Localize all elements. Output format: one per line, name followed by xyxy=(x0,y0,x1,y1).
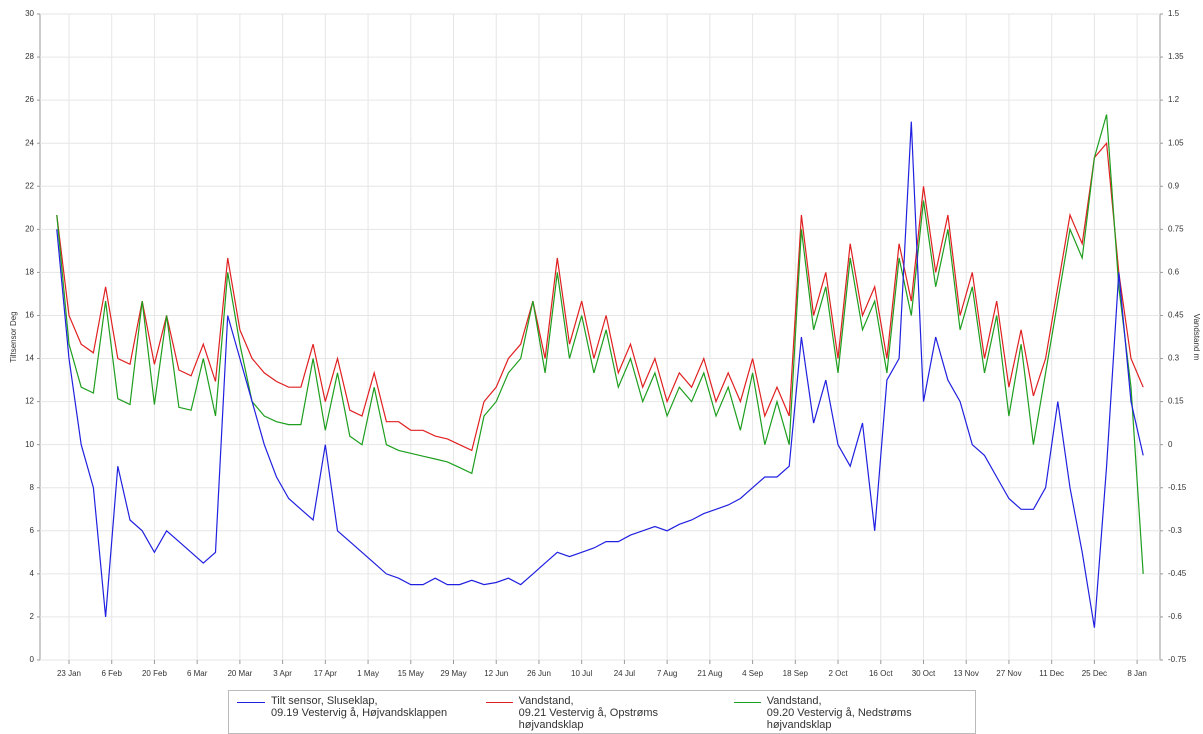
y2-tick-label: -0.3 xyxy=(1168,526,1182,535)
x-tick-label: 2 Oct xyxy=(828,669,848,678)
y-tick-label: 16 xyxy=(25,311,34,320)
legend: Tilt sensor, Sluseklap, 09.19 Vestervig … xyxy=(228,690,976,734)
y-tick-label: 20 xyxy=(25,224,34,233)
y-tick-label: 6 xyxy=(30,526,35,535)
y-tick-label: 28 xyxy=(25,52,34,61)
x-tick-label: 27 Nov xyxy=(996,669,1021,678)
x-tick-label: 6 Mar xyxy=(187,669,208,678)
y2-tick-label: 0.15 xyxy=(1168,397,1184,406)
x-tick-label: 8 Jan xyxy=(1127,669,1147,678)
y2-tick-label: -0.15 xyxy=(1168,483,1187,492)
x-tick-label: 29 May xyxy=(440,669,466,678)
legend-swatch xyxy=(734,702,761,703)
y-tick-label: 14 xyxy=(25,354,34,363)
y2-tick-label: 1.5 xyxy=(1168,9,1180,18)
legend-entry: Vandstand, 09.20 Vestervig å, Nedstrøms … xyxy=(726,691,975,733)
legend-entry: Tilt sensor, Sluseklap, 09.19 Vestervig … xyxy=(229,691,478,733)
legend-swatch xyxy=(237,702,265,703)
x-tick-label: 16 Oct xyxy=(869,669,893,678)
y-tick-label: 2 xyxy=(30,612,35,621)
y-tick-label: 4 xyxy=(30,569,35,578)
legend-swatch xyxy=(485,702,513,703)
y-tick-label: 12 xyxy=(25,397,34,406)
x-tick-label: 24 Jul xyxy=(614,669,636,678)
y-tick-label: 24 xyxy=(25,138,34,147)
y-tick-label: 30 xyxy=(25,9,34,18)
x-tick-label: 6 Feb xyxy=(101,669,122,678)
y2-tick-label: -0.75 xyxy=(1168,655,1187,664)
series-line xyxy=(56,114,1144,574)
x-tick-label: 7 Aug xyxy=(657,669,677,678)
x-tick-label: 23 Jan xyxy=(57,669,81,678)
x-tick-label: 13 Nov xyxy=(954,669,979,678)
x-tick-label: 10 Jul xyxy=(571,669,593,678)
y-tick-label: 18 xyxy=(25,268,34,277)
legend-label: Tilt sensor, Sluseklap, 09.19 Vestervig … xyxy=(271,695,448,719)
x-tick-label: 1 May xyxy=(357,669,379,678)
x-tick-label: 3 Apr xyxy=(273,669,292,678)
series-line xyxy=(56,141,1144,452)
y2-tick-label: -0.6 xyxy=(1168,612,1182,621)
x-tick-label: 15 May xyxy=(398,669,424,678)
y-tick-label: 22 xyxy=(25,181,34,190)
y2-tick-label: 1.2 xyxy=(1168,95,1180,104)
x-tick-label: 18 Sep xyxy=(783,669,809,678)
y2-tick-label: 0.6 xyxy=(1168,268,1180,277)
x-tick-label: 4 Sep xyxy=(742,669,763,678)
chart: Tiltsensor Deg Vandstand m 0246810121416… xyxy=(9,9,1201,678)
legend-entry: Vandstand, 09.21 Vestervig å, Opstrøms h… xyxy=(478,691,727,733)
y2-tick-label: -0.45 xyxy=(1168,569,1187,578)
x-tick-label: 12 Jun xyxy=(484,669,508,678)
y2-tick-label: 0.75 xyxy=(1168,224,1184,233)
y2-tick-label: 1.35 xyxy=(1168,52,1184,61)
series-line xyxy=(56,121,1144,628)
x-tick-label: 20 Feb xyxy=(142,669,167,678)
y-axis-label: Tiltsensor Deg xyxy=(9,311,18,362)
y2-tick-label: 0.45 xyxy=(1168,311,1184,320)
y-tick-label: 26 xyxy=(25,95,34,104)
x-tick-label: 21 Aug xyxy=(697,669,722,678)
x-tick-label: 11 Dec xyxy=(1039,669,1064,678)
y2-tick-label: 0.9 xyxy=(1168,181,1180,190)
y2-tick-label: 0 xyxy=(1168,440,1173,449)
y2-tick-label: 1.05 xyxy=(1168,138,1184,147)
y2-tick-label: 0.3 xyxy=(1168,354,1180,363)
y-tick-label: 0 xyxy=(30,655,35,664)
x-tick-label: 17 Apr xyxy=(314,669,337,678)
x-tick-label: 30 Oct xyxy=(912,669,936,678)
legend-label: Vandstand, 09.20 Vestervig å, Nedstrøms … xyxy=(766,695,912,731)
y-tick-label: 8 xyxy=(30,483,35,492)
y-tick-label: 10 xyxy=(25,440,34,449)
x-tick-label: 20 Mar xyxy=(227,669,252,678)
y2-axis-label: Vandstand m xyxy=(1192,314,1201,361)
legend-label: Vandstand, 09.21 Vestervig å, Opstrøms h… xyxy=(518,695,659,731)
x-tick-label: 25 Dec xyxy=(1082,669,1107,678)
x-tick-label: 26 Jun xyxy=(527,669,551,678)
